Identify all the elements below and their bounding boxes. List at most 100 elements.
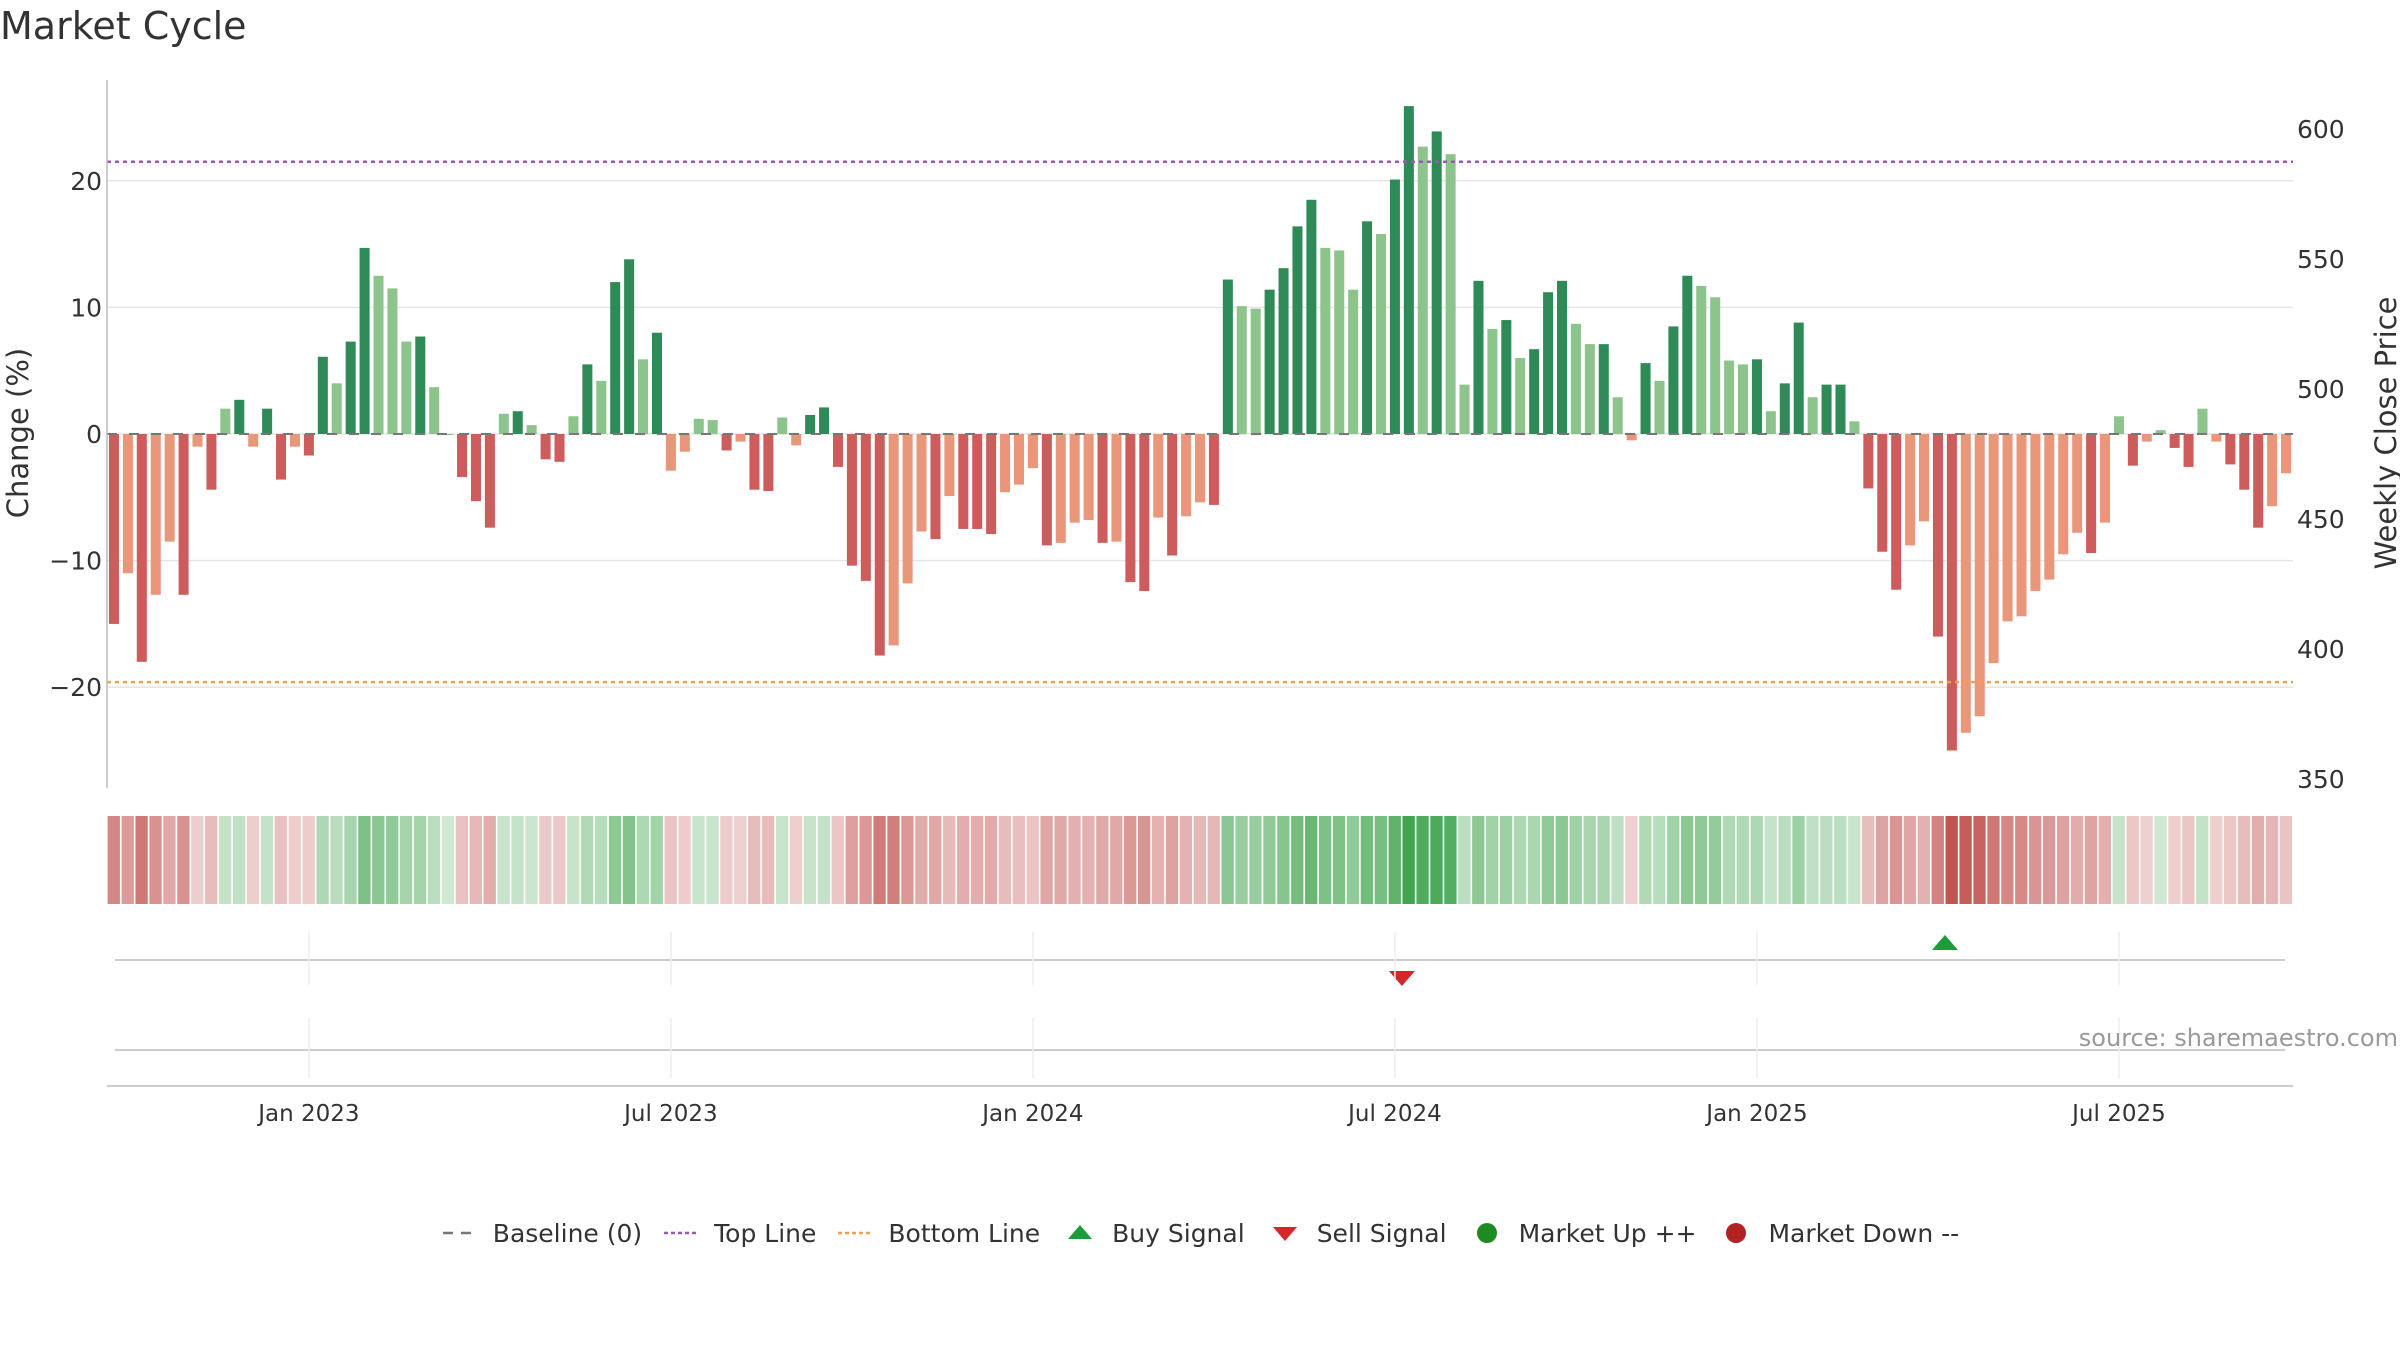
change-bar: [1264, 289, 1275, 434]
change-bar: [2225, 434, 2236, 465]
cycle-strip-cell: [1486, 816, 1499, 904]
legend-label: Market Up ++: [1518, 1218, 1697, 1248]
cycle-strip-cell: [1513, 816, 1527, 904]
cycle-strip-cell: [1764, 816, 1777, 904]
change-bar: [1473, 280, 1484, 434]
cycle-strip-cell: [692, 816, 705, 904]
cycle-strip-cell: [497, 816, 510, 904]
cycle-strip-cell: [1597, 816, 1610, 904]
change-bar: [735, 434, 746, 442]
cycle-strip-cell: [678, 816, 691, 904]
cycle-strip-cell: [2265, 816, 2279, 904]
change-bar: [665, 434, 676, 471]
change-bar: [2044, 434, 2055, 580]
change-bar: [958, 434, 969, 529]
change-bar: [2016, 434, 2027, 617]
cycle-strip-cell: [664, 816, 677, 904]
change-bar: [206, 434, 217, 490]
change-bar: [2072, 434, 2083, 533]
change-bar: [1779, 383, 1790, 434]
change-bar: [1348, 289, 1359, 434]
cycle-strip-cell: [581, 816, 594, 904]
change-bar: [1320, 247, 1331, 434]
triangle-down-red-icon: [1272, 1227, 1297, 1241]
change-bar: [1849, 421, 1860, 434]
cycle-strip-cell: [1360, 816, 1374, 904]
cycle-strip-cell: [1806, 816, 1819, 904]
change-bar: [317, 356, 328, 434]
cycle-strip-cell: [163, 816, 176, 904]
cycle-strip-cell: [1193, 816, 1206, 904]
cycle-strip-cell: [1235, 816, 1248, 904]
cycle-strip-cell: [1137, 816, 1151, 904]
cycle-strip-cell: [1124, 816, 1137, 904]
change-bar: [415, 336, 426, 434]
change-bar: [1529, 349, 1540, 434]
change-bar: [2058, 434, 2069, 555]
change-bar: [1222, 279, 1233, 434]
change-bar: [1710, 297, 1721, 434]
change-bar: [1403, 106, 1414, 434]
change-bar: [1389, 179, 1400, 434]
x-tick-label: Jul 2023: [622, 1101, 718, 1127]
cycle-strip-cell: [1012, 816, 1025, 904]
circle-green-icon: [1476, 1223, 1497, 1243]
dash-gray-icon: [442, 1231, 477, 1235]
change-bar: [1515, 358, 1526, 434]
change-bar: [1153, 434, 1164, 518]
change-bar: [401, 341, 412, 434]
cycle-strip-cell: [1430, 816, 1443, 904]
y2-tick-label: 400: [2297, 635, 2345, 664]
change-bar: [1125, 434, 1136, 583]
change-bar: [373, 275, 384, 434]
change-bar: [1375, 233, 1387, 434]
cycle-strip-cell: [1834, 816, 1847, 904]
cycle-strip-cell: [1040, 816, 1053, 904]
cycle-strip-cell: [1096, 816, 1109, 904]
change-bar: [1932, 434, 1943, 637]
change-bar: [2086, 434, 2097, 554]
cycle-strip-cell: [2140, 816, 2153, 904]
change-bar: [554, 434, 565, 462]
cycle-strip-cell: [2196, 816, 2209, 904]
change-bar: [484, 434, 495, 528]
cycle-strip-cell: [1221, 816, 1234, 904]
cycle-strip-cell: [2056, 816, 2070, 904]
cycle-strip-cell: [218, 816, 232, 904]
change-bar: [1027, 434, 1038, 469]
change-bar: [429, 387, 440, 434]
change-bar: [846, 434, 857, 566]
change-bar: [443, 434, 454, 435]
dot-purple-icon: [664, 1231, 699, 1235]
change-bar: [150, 434, 161, 595]
change-bar: [1167, 434, 1178, 556]
change-bar: [1000, 434, 1011, 493]
change-bar: [345, 341, 356, 434]
change-bar: [651, 332, 662, 434]
cycle-strip-cell: [135, 816, 148, 904]
cycle-strip-cell: [1165, 816, 1179, 904]
change-bar: [1570, 323, 1581, 434]
change-bar: [1919, 434, 1930, 522]
change-bar: [1891, 434, 1902, 590]
cycle-strip-cell: [1903, 816, 1917, 904]
cycle-strip-cell: [2237, 816, 2251, 904]
change-bar: [1334, 250, 1345, 434]
cycle-strip-cell: [929, 816, 942, 904]
change-bar: [1835, 384, 1846, 434]
cycle-strip-cell: [1973, 816, 1986, 904]
change-bar: [860, 434, 871, 581]
legend-label: Bottom Line: [888, 1218, 1041, 1248]
change-bar: [1292, 226, 1303, 434]
cycle-strip-cell: [1667, 816, 1680, 904]
x-tick-label: Jan 2024: [980, 1101, 1083, 1127]
change-bars: [108, 106, 2292, 751]
change-bar: [1682, 275, 1693, 434]
cycle-strip-cell: [1987, 816, 2000, 904]
change-bar: [512, 411, 523, 434]
cycle-strip-cell: [2084, 816, 2098, 904]
y2-axis-label: Weekly Close Price: [2369, 297, 2400, 570]
cycle-strip-cell: [789, 816, 803, 904]
cycle-strip-cell: [288, 816, 301, 904]
cycle-strip-cell: [413, 816, 427, 904]
